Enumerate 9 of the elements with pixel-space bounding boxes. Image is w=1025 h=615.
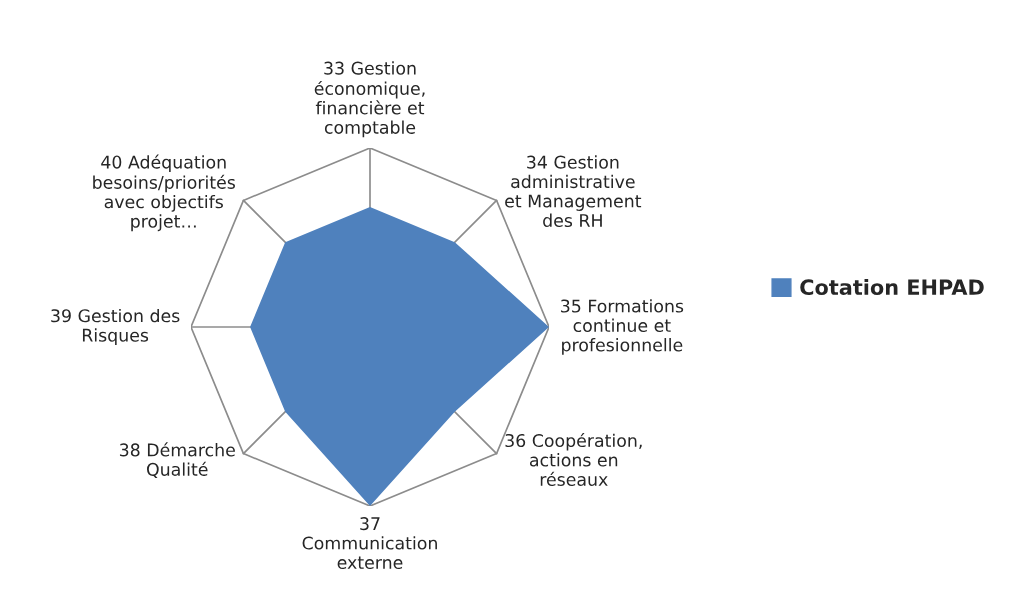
legend-label: Cotation EHPAD xyxy=(800,278,984,296)
spoke-label: 39 Gestion des Risques xyxy=(51,308,180,346)
spoke-label: 38 Démarche Qualité xyxy=(119,442,235,478)
spoke-label: 35 Formations continue et profesionnelle xyxy=(561,299,684,355)
spoke-label: 36 Coopération, actions en réseaux xyxy=(505,432,642,486)
spoke-label: 34 Gestion administrative et Management des RH xyxy=(505,155,642,228)
spoke-label: 40 Adéquation besoins/priorités avec objectifs projet… xyxy=(93,154,235,232)
spoke-label: 37 Communication externe xyxy=(302,517,437,570)
spoke-label: 33 Gestion économique, financière et comptable xyxy=(314,61,425,138)
